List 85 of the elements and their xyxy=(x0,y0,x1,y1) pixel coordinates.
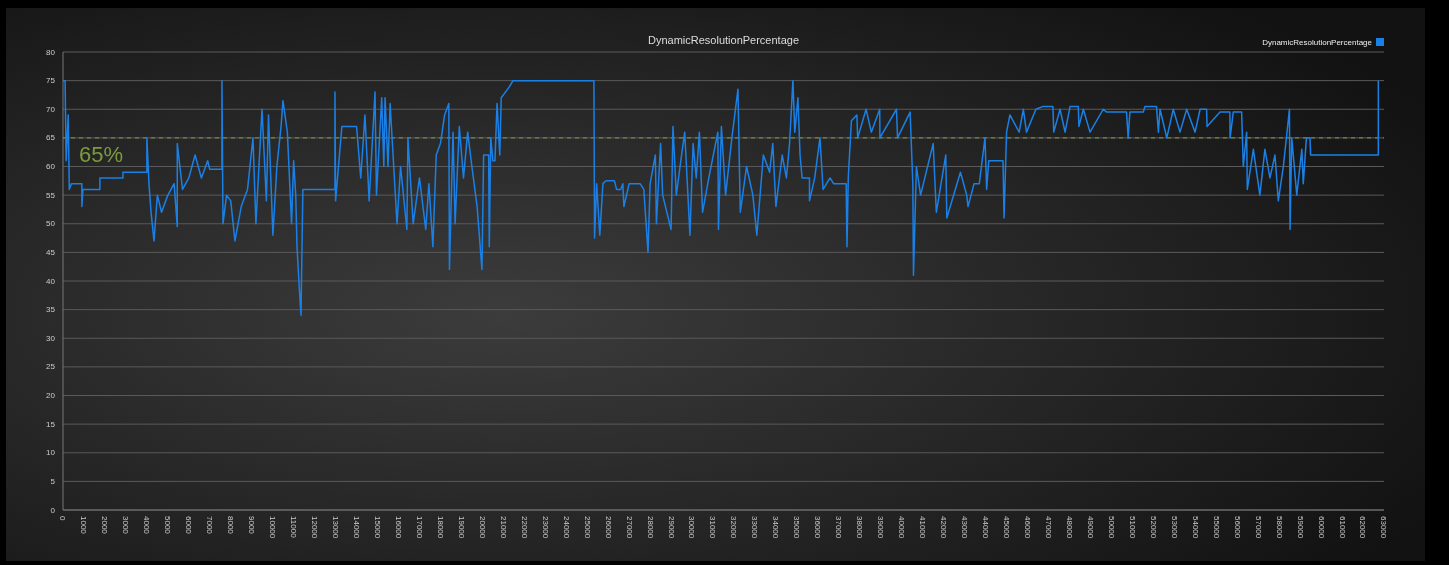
x-tick-label: 10000 xyxy=(268,516,278,539)
x-tick-label: 49000 xyxy=(1085,516,1095,539)
x-tick-label: 5000 xyxy=(163,516,173,535)
x-tick-label: 52000 xyxy=(1148,516,1158,539)
x-tick-label: 63000 xyxy=(1379,516,1389,539)
x-tick-label: 38000 xyxy=(855,516,865,539)
y-tick-label: 5 xyxy=(50,476,56,486)
x-tick-label: 25000 xyxy=(582,516,592,539)
y-tick-label: 35 xyxy=(46,305,56,315)
y-tick-label: 50 xyxy=(46,219,56,229)
x-tick-label: 23000 xyxy=(540,516,550,539)
x-tick-label: 32000 xyxy=(729,516,739,539)
x-tick-label: 4000 xyxy=(142,516,152,535)
x-tick-label: 7000 xyxy=(205,516,215,535)
x-tick-label: 17000 xyxy=(414,516,424,539)
x-tick-label: 21000 xyxy=(498,516,508,539)
x-tick-label: 13000 xyxy=(331,516,341,539)
y-tick-label: 40 xyxy=(46,276,56,286)
x-tick-label: 36000 xyxy=(813,516,823,539)
y-tick-label: 10 xyxy=(46,448,56,458)
x-tick-label: 34000 xyxy=(771,516,781,539)
y-tick-label: 75 xyxy=(46,76,56,86)
x-tick-label: 55000 xyxy=(1211,516,1221,539)
line-series xyxy=(62,79,1380,317)
x-tick-label: 54000 xyxy=(1190,516,1200,539)
x-tick-label: 56000 xyxy=(1232,516,1242,539)
y-tick-label: 30 xyxy=(46,333,56,343)
chart-title: DynamicResolutionPercentage xyxy=(647,34,800,46)
x-tick-label: 44000 xyxy=(981,516,991,539)
x-tick-label: 3000 xyxy=(121,516,131,535)
x-tick-label: 35000 xyxy=(792,516,802,539)
x-tick-label: 53000 xyxy=(1169,516,1179,539)
x-tick-label: 27000 xyxy=(624,516,634,539)
x-tick-label: 42000 xyxy=(939,516,949,539)
x-tick-label: 37000 xyxy=(834,516,844,539)
x-tick-label: 45000 xyxy=(1002,516,1012,539)
x-tick-label: 39000 xyxy=(876,516,886,539)
x-tick-label: 46000 xyxy=(1022,516,1032,539)
x-tick-label: 51000 xyxy=(1127,516,1137,539)
x-tick-label: 60000 xyxy=(1316,516,1326,539)
x-tick-label: 59000 xyxy=(1295,516,1305,539)
x-tick-label: 40000 xyxy=(897,516,907,539)
x-tick-label: 20000 xyxy=(477,516,487,539)
x-tick-label: 22000 xyxy=(519,516,529,539)
x-tick-label: 31000 xyxy=(708,516,718,539)
y-tick-label: 70 xyxy=(46,104,56,114)
x-tick-label: 58000 xyxy=(1274,516,1284,539)
x-tick-label: 15000 xyxy=(372,516,382,539)
y-tick-label: 65 xyxy=(46,133,56,143)
y-tick-label: 55 xyxy=(46,190,56,200)
x-tick-label: 9000 xyxy=(247,516,257,535)
x-tick-label: 19000 xyxy=(456,516,466,539)
x-tick-label: 1000 xyxy=(79,516,89,535)
x-tick-label: 18000 xyxy=(435,516,445,539)
x-tick-label: 26000 xyxy=(603,516,613,539)
x-tick-label: 50000 xyxy=(1106,516,1116,539)
x-tick-label: 16000 xyxy=(393,516,403,539)
x-tick-label: 57000 xyxy=(1253,516,1263,539)
x-tick-label: 0 xyxy=(58,516,68,521)
x-tick-label: 47000 xyxy=(1043,516,1053,539)
x-tick-label: 2000 xyxy=(100,516,110,535)
legend-label: DynamicResolutionPercentage xyxy=(1262,37,1373,47)
x-tick-label: 61000 xyxy=(1337,516,1347,539)
x-tick-label: 14000 xyxy=(352,516,361,539)
x-tick-label: 24000 xyxy=(561,516,571,539)
x-tick-label: 33000 xyxy=(750,516,760,539)
x-tick-label: 8000 xyxy=(226,516,236,535)
x-tick-label: 12000 xyxy=(310,516,320,539)
y-tick-label: 45 xyxy=(46,247,56,257)
y-tick-label: 25 xyxy=(46,362,56,372)
y-tick-label: 80 xyxy=(46,47,56,57)
y-tick-label: 0 xyxy=(50,505,56,515)
x-tick-label: 6000 xyxy=(184,516,194,535)
x-tick-label: 11000 xyxy=(289,516,299,539)
y-tick-label: 60 xyxy=(46,162,56,172)
y-tick-label: 15 xyxy=(46,419,56,429)
x-tick-label: 62000 xyxy=(1358,516,1368,539)
x-tick-label: 41000 xyxy=(918,516,928,539)
y-tick-label: 20 xyxy=(46,391,56,401)
x-tick-label: 28000 xyxy=(645,516,655,539)
x-tick-label: 43000 xyxy=(960,516,970,539)
x-tick-label: 29000 xyxy=(666,516,676,539)
ref-line-label: 65% xyxy=(79,141,124,167)
x-tick-label: 30000 xyxy=(687,516,697,539)
x-tick-label: 48000 xyxy=(1064,516,1074,539)
